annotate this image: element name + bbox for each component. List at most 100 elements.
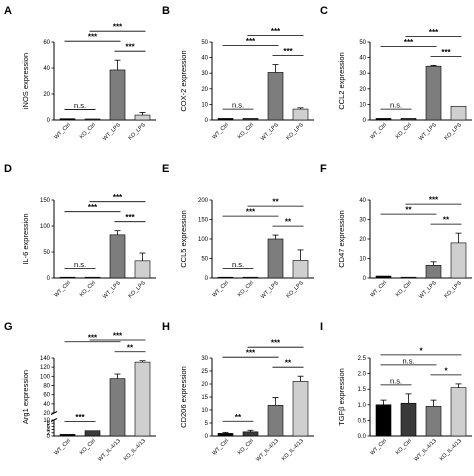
y-tick-label: 30 [201, 356, 208, 362]
significance-label: ** [127, 343, 134, 352]
panel-letter: H [162, 321, 170, 333]
y-axis-label: Arg1 expression [21, 370, 30, 424]
y-tick-label: 20 [359, 237, 366, 243]
y-tick-label: 20 [201, 382, 208, 388]
y-tick-label: 60 [43, 393, 50, 399]
bar [450, 105, 467, 121]
y-axis-label: CD47 expression [337, 210, 346, 268]
y-axis-label: IL-6 expression [21, 213, 30, 264]
significance-label: *** [429, 196, 439, 205]
x-tick-label: WT_LPS [260, 122, 280, 142]
significance-label: *** [113, 23, 123, 32]
y-tick-label: 15 [201, 395, 208, 401]
x-tick-label: KO_LPS [128, 280, 148, 300]
significance-label: *** [429, 28, 439, 37]
bar [242, 276, 259, 279]
y-tick-label: 60 [43, 40, 50, 46]
significance-label: *** [75, 413, 85, 422]
y-tick-label: 40 [359, 198, 366, 204]
significance-label: n.s. [402, 356, 414, 365]
significance-label: *** [113, 193, 123, 202]
significance-label: * [444, 366, 448, 375]
bar [134, 114, 151, 121]
bar [217, 433, 234, 437]
y-tick-label: 10 [201, 408, 208, 414]
bar [400, 118, 417, 121]
bar [267, 238, 284, 279]
bar [84, 276, 101, 279]
x-tick-label: KO_IL-4/13 [439, 438, 463, 462]
bar [450, 242, 467, 279]
x-tick-label: KO_Ctrl [395, 280, 413, 298]
y-tick-label: 50 [201, 257, 208, 263]
y-tick-label: 1.0 [358, 403, 367, 409]
y-tick-label: 0 [47, 434, 51, 440]
significance-label: n.s. [232, 101, 244, 110]
significance-label: ** [285, 218, 292, 227]
y-tick-label: 30 [201, 71, 208, 77]
bar [242, 431, 259, 437]
significance-label: n.s. [74, 260, 86, 269]
bar [425, 406, 442, 437]
significance-label: *** [441, 48, 451, 57]
y-tick-label: 10 [359, 102, 366, 108]
significance-label: ** [443, 216, 450, 225]
significance-label: *** [283, 47, 293, 56]
bar [375, 118, 392, 121]
y-tick-label: 50 [201, 40, 208, 46]
panel-letter: F [320, 163, 327, 175]
y-axis-label: COX-2 expression [179, 50, 188, 111]
y-tick-label: 0 [363, 276, 367, 282]
bar [217, 118, 234, 121]
significance-label: n.s. [390, 376, 402, 385]
x-tick-label: KO_LPS [128, 122, 148, 142]
x-tick-label: WT_IL-4/13 [97, 438, 122, 463]
y-tick-label: 20 [43, 411, 50, 417]
bar [109, 69, 126, 121]
bar [59, 434, 76, 437]
y-axis-label: CCL5 expression [179, 210, 188, 268]
panel-letter: I [320, 321, 323, 333]
bar [217, 276, 234, 279]
significance-label: *** [125, 43, 135, 52]
panel-E: E CCL5 expression 0 50 100 150 200 WT_Ctrl KO_Ct… [162, 163, 314, 300]
x-tick-label: KO_Ctrl [237, 280, 255, 298]
x-tick-label: KO_Ctrl [237, 122, 255, 140]
y-tick-label: 40 [43, 402, 50, 408]
y-tick-label: 20 [43, 92, 50, 98]
x-tick-label: KO_IL-4/13 [123, 438, 147, 462]
bar [134, 361, 151, 437]
y-tick-label: 0 [47, 276, 51, 282]
bar [292, 108, 309, 121]
y-tick-label: 10 [359, 257, 366, 263]
y-tick-label: 120 [40, 365, 51, 371]
bar [267, 72, 284, 121]
y-tick-label: 40 [359, 56, 366, 62]
significance-label: *** [246, 208, 256, 217]
y-tick-label: 0 [205, 118, 209, 124]
significance-label: *** [404, 38, 414, 47]
significance-label: n.s. [390, 101, 402, 110]
y-tick-label: 150 [40, 198, 51, 204]
x-tick-label: WT_LPS [418, 280, 438, 300]
y-tick-label: 150 [198, 218, 209, 224]
y-tick-label: 50 [359, 40, 366, 46]
y-tick-label: 5 [205, 421, 209, 427]
y-tick-label: 0 [47, 118, 51, 124]
x-tick-label: KO_LPS [444, 122, 464, 142]
significance-label: *** [246, 349, 256, 358]
bar [242, 118, 259, 121]
y-tick-label: 10 [43, 418, 50, 424]
bar [400, 276, 417, 279]
panel-letter: D [4, 163, 12, 175]
bar [59, 276, 76, 279]
significance-label: *** [88, 333, 98, 342]
significance-label: *** [271, 339, 281, 348]
x-tick-label: KO_IL-4/13 [281, 438, 305, 462]
significance-label: ** [272, 198, 279, 207]
y-tick-label: 6 [47, 424, 51, 430]
y-tick-label: 20 [359, 87, 366, 93]
x-tick-label: WT_Ctrl [369, 438, 388, 457]
bar [84, 118, 101, 121]
